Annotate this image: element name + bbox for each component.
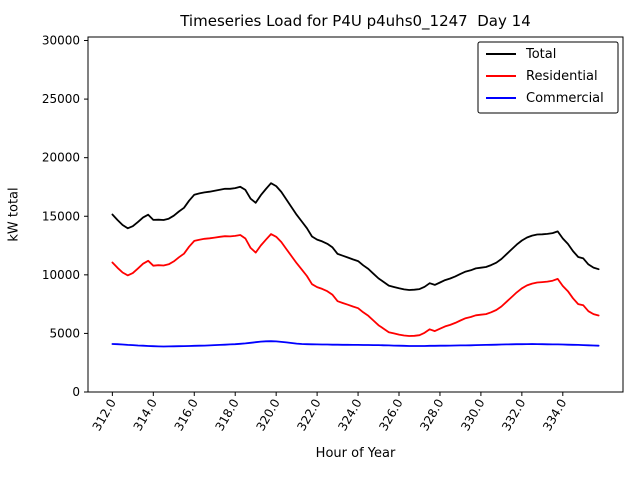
x-tick-label: 324.0	[335, 397, 364, 434]
x-tick-label: 332.0	[499, 397, 528, 434]
x-tick-label: 328.0	[417, 397, 446, 434]
x-tick-label: 312.0	[90, 397, 119, 434]
series-line-commercial	[111, 340, 600, 348]
y-tick-label: 0	[72, 385, 80, 399]
y-tick-label: 20000	[42, 151, 80, 165]
series-line-total	[111, 182, 600, 291]
x-tick-label: 316.0	[172, 397, 201, 434]
x-axis-label: Hour of Year	[315, 446, 396, 461]
x-tick-label: 330.0	[458, 397, 487, 434]
x-tick-label: 314.0	[131, 397, 160, 434]
y-tick-label: 25000	[42, 92, 80, 106]
x-tick-label: 320.0	[253, 397, 282, 434]
legend-box	[477, 41, 619, 114]
legend-label-commercial: Commercial	[526, 91, 604, 106]
y-tick-label: 30000	[42, 34, 80, 48]
axes-frame	[87, 36, 624, 393]
page-title: Timeseries Load for P4U p4uhs0_1247 Day …	[180, 12, 531, 30]
x-tick-label: 322.0	[294, 397, 323, 434]
legend-label-total: Total	[525, 47, 556, 62]
x-tick-label: 326.0	[376, 397, 405, 434]
legend-label-residential: Residential	[526, 69, 598, 84]
series-line-residential	[111, 233, 600, 337]
x-tick-label: 334.0	[540, 397, 569, 434]
y-tick-label: 10000	[42, 268, 80, 282]
x-tick-label: 318.0	[213, 397, 242, 434]
y-axis-label: kW total	[6, 187, 22, 242]
y-tick-label: 15000	[42, 209, 80, 223]
y-tick-label: 5000	[49, 326, 80, 340]
